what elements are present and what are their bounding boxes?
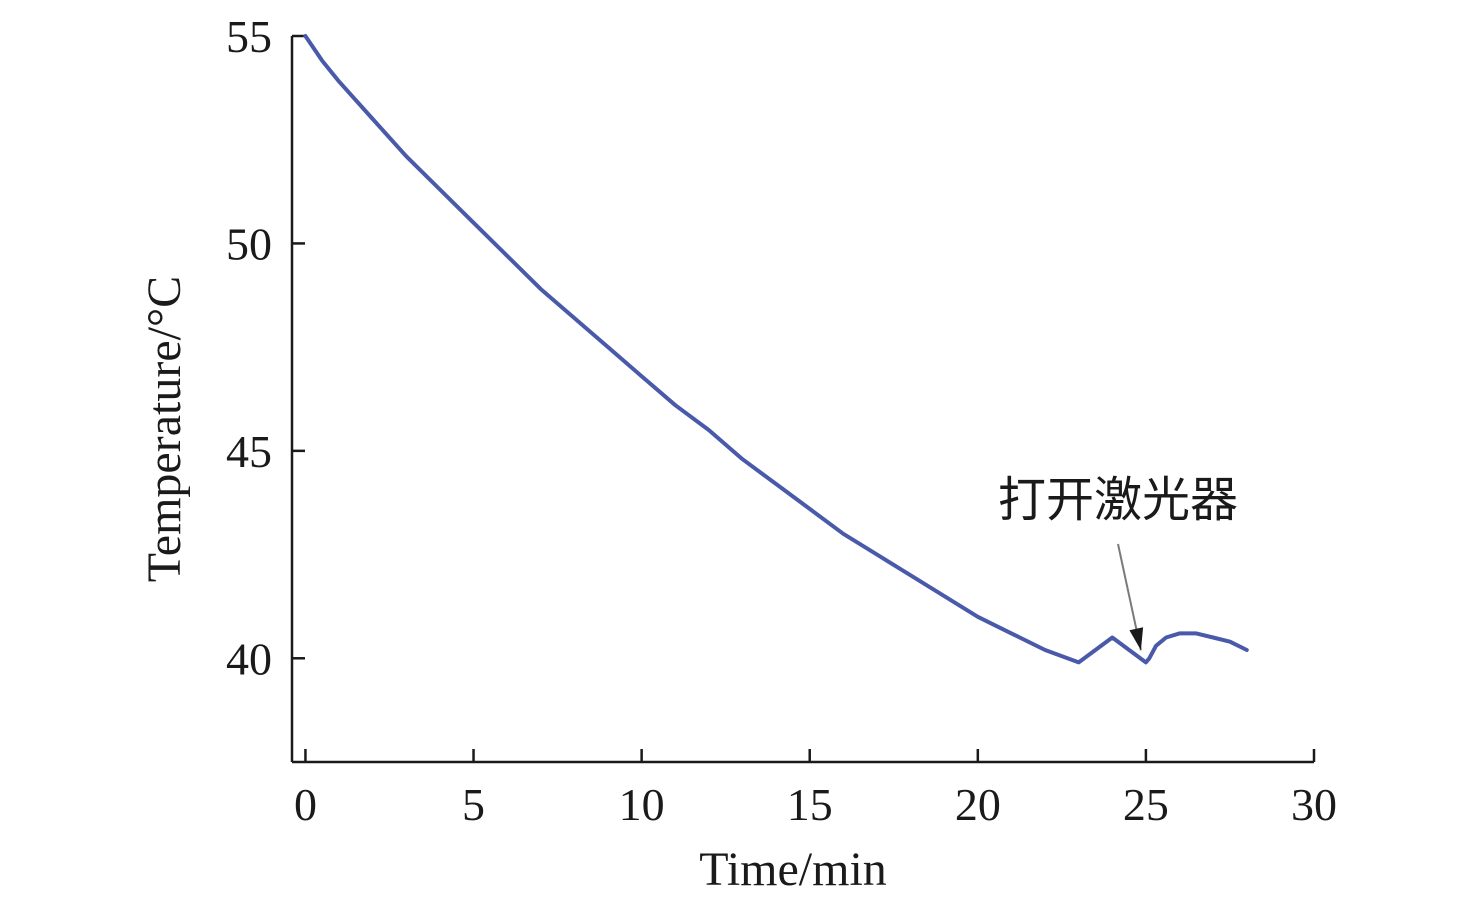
y-tick-label: 45 xyxy=(226,426,272,477)
y-tick-label: 50 xyxy=(226,218,272,269)
x-tick-label: 5 xyxy=(462,779,485,830)
temperature-series-line xyxy=(303,34,1249,665)
annotation-arrow-head xyxy=(1129,627,1144,651)
axes xyxy=(290,36,1314,764)
x-tick-label: 20 xyxy=(955,779,1001,830)
y-tick-label: 40 xyxy=(226,633,272,684)
y-tick-label: 55 xyxy=(226,11,272,62)
x-axis-ticks: 0 5 10 15 20 25 30 xyxy=(294,749,1337,830)
x-tick-label: 15 xyxy=(787,779,833,830)
x-tick-label: 10 xyxy=(619,779,665,830)
y-axis-label: Temperature/°C xyxy=(138,276,191,582)
x-tick-label: 25 xyxy=(1123,779,1169,830)
x-tick-label: 30 xyxy=(1291,779,1337,830)
annotation: 打开激光器 xyxy=(998,472,1238,651)
x-axis-label: Time/min xyxy=(699,843,887,896)
annotation-label: 打开激光器 xyxy=(998,472,1238,528)
y-axis-ticks: 40 45 50 55 xyxy=(226,11,305,684)
x-tick-label: 0 xyxy=(294,779,317,830)
